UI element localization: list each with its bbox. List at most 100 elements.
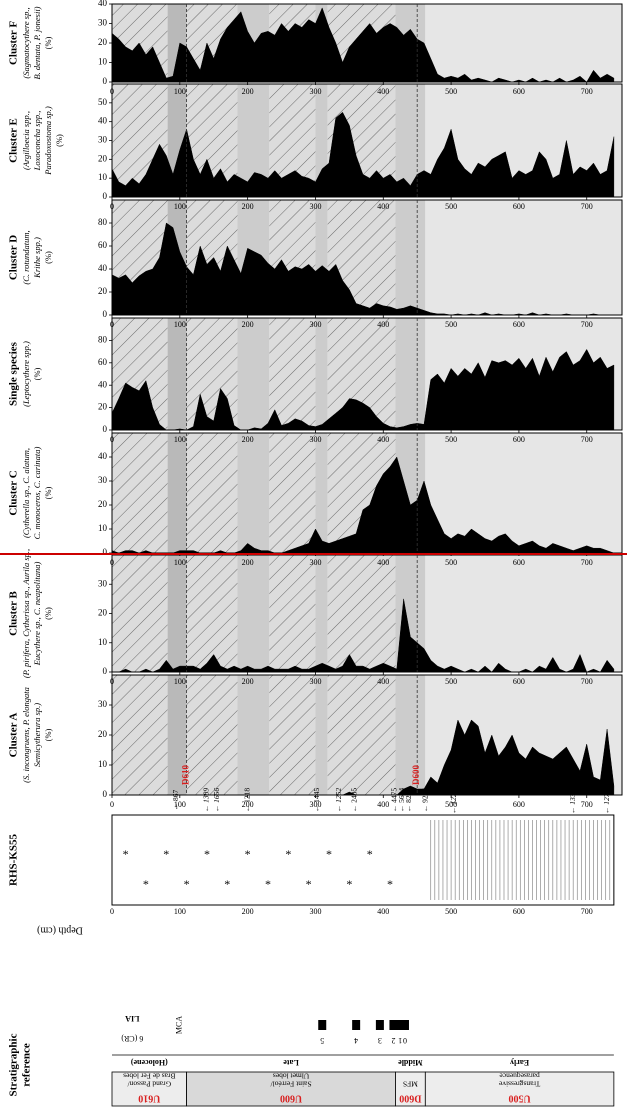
- cluster-c-subtitle-0: (Cytherella sp., C. alatum,: [21, 448, 31, 538]
- lobe-bar-0: [318, 1020, 327, 1030]
- core-symbol: *: [265, 877, 271, 891]
- lobe-bar-2: [375, 1020, 384, 1030]
- depth-label: Depth (cm): [37, 925, 83, 936]
- cluster-f-xtick-label: 0: [110, 87, 114, 96]
- cluster-b-zone-4: [269, 555, 316, 672]
- date-label-0: ← 867: [171, 789, 180, 810]
- cluster-e-ytick-label: 20: [98, 153, 108, 163]
- cluster-d-ytick-label: 0: [103, 309, 108, 319]
- single-species-ytick-label: 40: [98, 379, 108, 389]
- cluster-d-subtitle-2: (%): [43, 251, 53, 264]
- cluster-b-zone-2: [186, 555, 238, 672]
- cluster-c-zone-4: [269, 433, 316, 553]
- cluster-c-subtitle-2: (%): [43, 486, 53, 499]
- lobe-bar-4: [396, 1020, 405, 1030]
- unit-desc1-0: Grand Passon/: [127, 1079, 171, 1088]
- strat-title-1: Stratigraphic: [8, 1033, 20, 1096]
- cluster-e-subtitle-0: (Argilloecia spp.,: [21, 111, 31, 170]
- cluster-a-ytick-label: 20: [98, 729, 108, 739]
- cluster-a-zone-5: [315, 675, 328, 795]
- cluster-c-xtick-label: 100: [174, 558, 186, 567]
- date-label-12: ← 13324: [568, 786, 577, 814]
- core-symbol: *: [163, 847, 169, 861]
- single-species-subtitle-0: (Leptocythere spp.): [21, 341, 31, 407]
- cluster-f-ytick-label: 20: [98, 37, 108, 47]
- cluster-f-ytick-label: 10: [98, 57, 108, 67]
- unit-code-3: U500: [508, 1093, 530, 1104]
- cluster-b-subtitle-0: (P. pirifera, Cytherissa sp., Aurila sp.…: [21, 549, 31, 678]
- cluster-b-zone-5: [315, 555, 328, 672]
- cluster-e-ytick-label: 50: [98, 97, 108, 107]
- unit-box-1: [186, 1071, 396, 1107]
- single-species-subtitle-1: (%): [32, 367, 42, 380]
- cluster-f-subtitle-1: B. dentata, P. jonesii): [32, 6, 42, 79]
- lobe-number-3: 2: [391, 1036, 395, 1045]
- unit-desc2-0: Bras de Fer lobes: [123, 1071, 175, 1080]
- cluster-b-zone-8: [425, 555, 622, 672]
- single-species-area: [111, 348, 615, 431]
- cluster-c-xtick-label: 0: [110, 558, 114, 567]
- mca-label: MCA: [175, 1016, 184, 1034]
- cluster-e-xtick-label: 400: [377, 202, 389, 211]
- cluster-c-ytick-label: 10: [98, 523, 108, 533]
- cluster-b-title: Cluster B: [8, 590, 20, 635]
- cluster-b-xtick-label: 500: [445, 677, 457, 686]
- cluster-d-xtick-label: 400: [377, 320, 389, 329]
- cluster-f-ytick-label: 30: [98, 18, 108, 28]
- core-symbol: *: [123, 847, 129, 861]
- single-species-xtick-label: 200: [242, 435, 254, 444]
- cluster-a-zone-4: [269, 675, 316, 795]
- cluster-d-ytick-label: 20: [98, 286, 108, 296]
- cluster-d-xtick-label: 0: [110, 320, 114, 329]
- core-depth-tick: 300: [309, 907, 321, 916]
- cluster-b-xtick-label: 400: [377, 677, 389, 686]
- surface-label-0: D610: [181, 765, 191, 785]
- cluster-f-title: Cluster F: [8, 21, 20, 65]
- cluster-c-xtick-label: 300: [309, 558, 321, 567]
- cluster-b-xtick-label: 300: [309, 677, 321, 686]
- single-species-zone-3: [237, 318, 270, 430]
- cluster-e-subtitle-2: Paradoxostoma sp.): [43, 106, 53, 176]
- core-depth-tick: 0: [110, 907, 114, 916]
- cluster-d-xtick-label: 700: [581, 320, 593, 329]
- single-species-ytick-label: 80: [98, 334, 108, 344]
- cluster-c-zone-3: [237, 433, 270, 553]
- lobe-number-2: 3: [378, 1036, 382, 1045]
- cluster-f-xtick-label: 500: [445, 87, 457, 96]
- cluster-b-zone-3: [237, 555, 270, 672]
- core-depth-tick: 500: [445, 907, 457, 916]
- single-species-xtick-label: 400: [377, 435, 389, 444]
- cluster-f-xtick-label: 100: [174, 87, 186, 96]
- cluster-f-xtick-label: 200: [242, 87, 254, 96]
- lobe-number-4: 1: [398, 1036, 402, 1045]
- cluster-d-subtitle-0: (C. rotundatum,: [21, 230, 31, 284]
- core-symbol: *: [184, 877, 190, 891]
- single-species-frame: [111, 317, 623, 431]
- cluster-e-xtick-label: 300: [309, 202, 321, 211]
- unit-code-0: U610: [138, 1093, 160, 1104]
- cluster-f-zone-8: [425, 4, 622, 82]
- cluster-a-zone-1: [167, 675, 187, 795]
- cluster-b-xtick-label: 700: [581, 677, 593, 686]
- core-symbol: *: [143, 877, 149, 891]
- date-label-6: ← 2485: [350, 788, 359, 813]
- core-symbol: *: [285, 847, 291, 861]
- cluster-c-ytick-label: 0: [103, 547, 108, 557]
- core-symbol: *: [224, 877, 230, 891]
- cluster-f-xtick-label: 300: [309, 87, 321, 96]
- unit-desc1-2: MFS: [403, 1079, 418, 1088]
- cluster-e-xtick-label: 200: [242, 202, 254, 211]
- single-species-xtick-label: 300: [309, 435, 321, 444]
- cluster-b-xtick-label: 0: [110, 677, 114, 686]
- cluster-c-ytick-label: 20: [98, 499, 108, 509]
- unit-box-2: [395, 1071, 426, 1107]
- cluster-f-ytick-label: 0: [103, 76, 108, 86]
- cluster-a-subtitle-2: (%): [43, 728, 53, 741]
